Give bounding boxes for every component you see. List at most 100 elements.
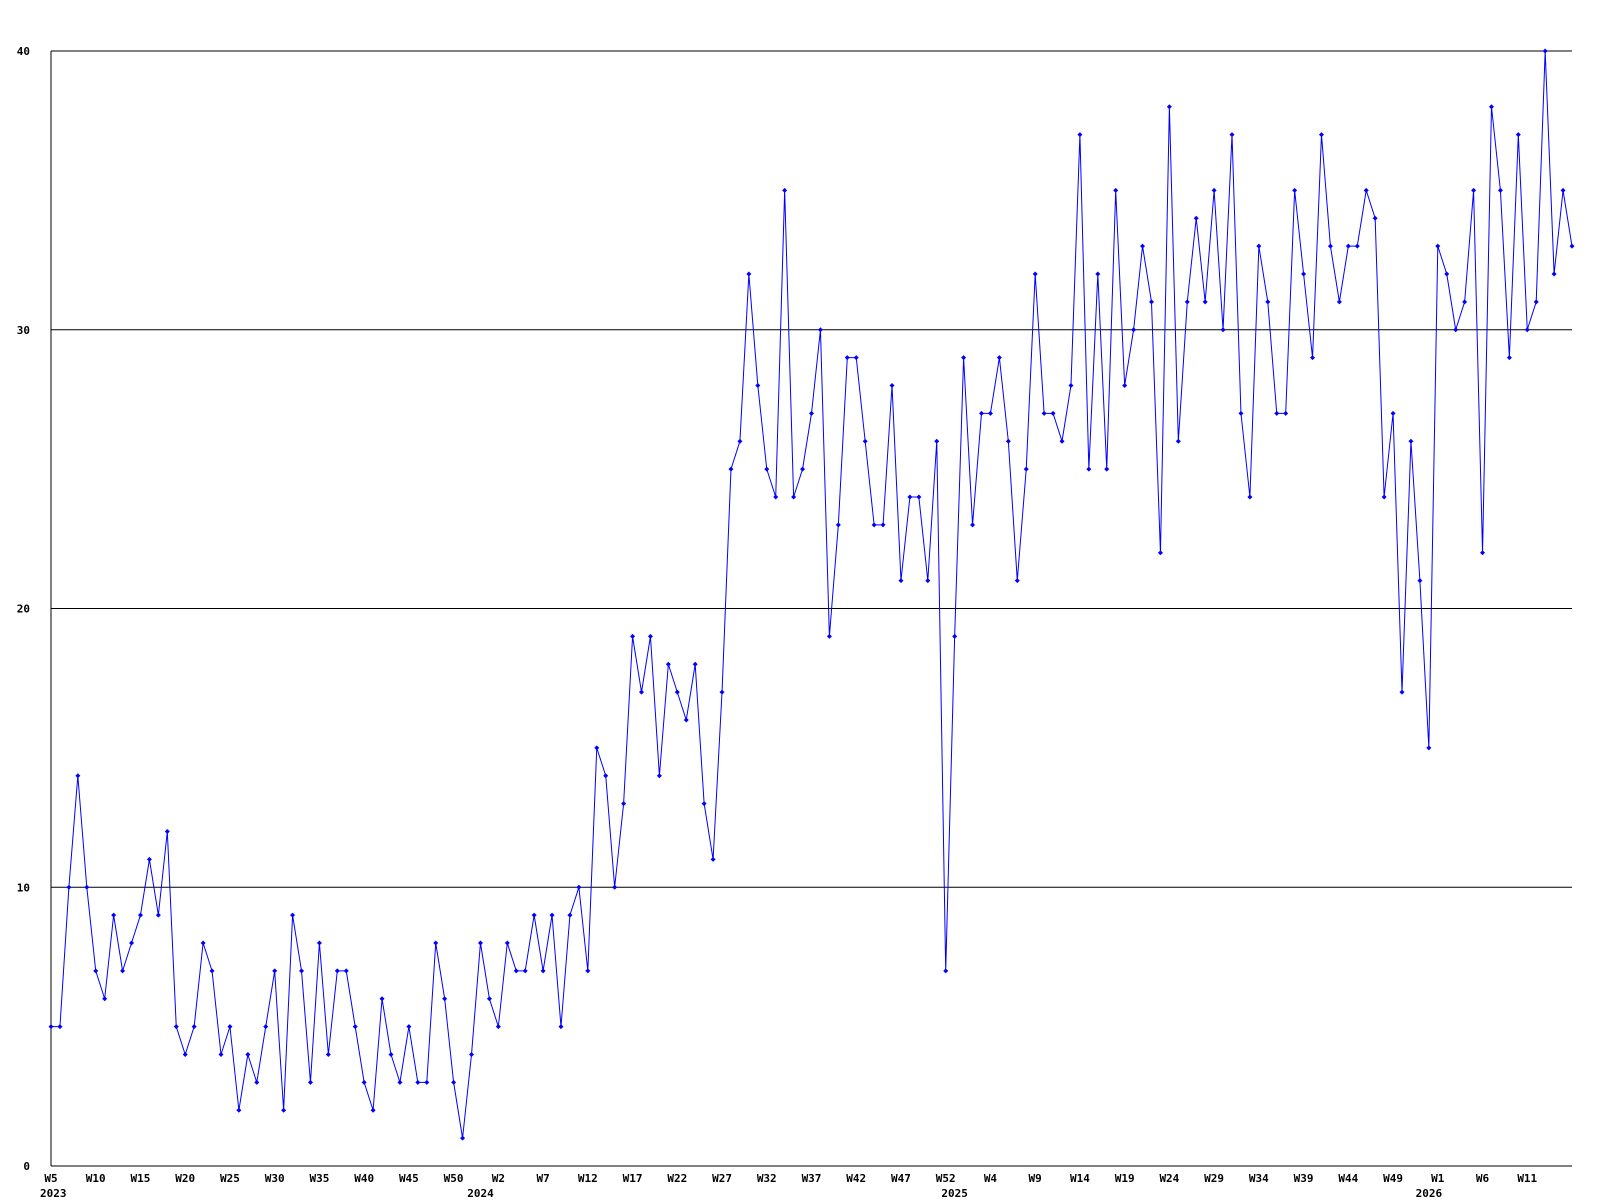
data-point: [522, 968, 528, 974]
data-point: [1283, 410, 1289, 416]
data-point: [952, 633, 958, 639]
data-point: [817, 327, 823, 333]
data-point: [290, 912, 296, 918]
data-point: [987, 410, 993, 416]
data-point: [710, 856, 716, 862]
data-point: [1542, 48, 1548, 54]
data-point: [1345, 243, 1351, 249]
data-point: [1444, 271, 1450, 277]
y-tick-label: 20: [17, 603, 30, 616]
data-point: [1068, 383, 1074, 388]
data-point: [102, 996, 108, 1002]
data-point: [1166, 104, 1172, 110]
y-tick-label: 40: [17, 45, 30, 58]
data-point: [1050, 410, 1056, 416]
data-point: [316, 940, 322, 946]
data-point: [486, 996, 492, 1002]
data-point: [1184, 299, 1190, 305]
data-point: [970, 522, 976, 528]
data-point: [1113, 187, 1119, 193]
data-point: [603, 773, 609, 779]
data-point: [111, 912, 117, 918]
data-point: [209, 968, 215, 974]
data-point: [343, 968, 349, 974]
x-tick-label: W24: [1159, 1172, 1179, 1185]
data-point: [862, 438, 868, 444]
data-point: [1381, 494, 1387, 500]
data-point: [1354, 243, 1360, 249]
data-point: [1059, 438, 1065, 444]
data-point: [245, 1052, 251, 1057]
data-point: [1310, 355, 1316, 361]
x-tick-label: W11: [1517, 1172, 1537, 1185]
data-point: [1220, 327, 1226, 333]
data-point: [594, 745, 600, 751]
x-tick-label: W42: [846, 1172, 866, 1185]
data-point: [334, 968, 340, 974]
data-point: [1399, 689, 1405, 695]
data-point: [460, 1135, 466, 1141]
data-point: [898, 578, 904, 584]
data-point: [746, 271, 752, 277]
data-point: [1506, 355, 1512, 361]
data-point: [137, 912, 143, 918]
data-point: [621, 801, 627, 807]
data-point: [800, 466, 806, 472]
data-point: [540, 968, 546, 974]
data-point: [692, 661, 698, 667]
x-tick-label: W44: [1338, 1172, 1358, 1185]
data-point: [1095, 271, 1101, 277]
data-point: [835, 522, 841, 528]
data-point: [755, 383, 761, 388]
data-point: [916, 494, 922, 500]
data-point: [1390, 410, 1396, 416]
data-point: [75, 773, 81, 779]
data-point: [424, 1079, 430, 1085]
data-point: [1426, 745, 1432, 751]
x-year-label: 2025: [941, 1187, 968, 1200]
data-point: [1292, 187, 1298, 193]
data-point: [728, 466, 734, 472]
x-tick-label: W52: [936, 1172, 956, 1185]
data-point: [504, 940, 510, 946]
data-point: [397, 1079, 403, 1085]
data-point: [1005, 438, 1011, 444]
data-point: [1569, 243, 1575, 249]
data-point: [880, 522, 886, 528]
data-point: [719, 689, 725, 695]
x-tick-label: W22: [667, 1172, 687, 1185]
x-year-label: 2023: [40, 1187, 67, 1200]
data-point: [1488, 104, 1494, 110]
data-point: [1515, 132, 1521, 138]
x-tick-label: W5: [44, 1172, 57, 1185]
x-tick-label: W45: [399, 1172, 419, 1185]
x-tick-label: W30: [265, 1172, 285, 1185]
x-tick-label: W29: [1204, 1172, 1224, 1185]
x-tick-label: W2: [492, 1172, 505, 1185]
data-point: [1318, 132, 1324, 138]
x-tick-label: W35: [309, 1172, 329, 1185]
data-point: [943, 968, 949, 974]
data-point: [182, 1052, 188, 1057]
data-point: [889, 383, 895, 388]
data-point: [639, 689, 645, 695]
data-point: [146, 856, 152, 862]
x-tick-label: W17: [623, 1172, 643, 1185]
data-point: [1336, 299, 1342, 305]
data-point: [191, 1024, 197, 1030]
data-point: [93, 968, 99, 974]
data-point: [1041, 410, 1047, 416]
data-point: [120, 968, 126, 974]
data-point: [737, 438, 743, 444]
data-point: [1032, 271, 1038, 277]
data-point: [236, 1107, 242, 1113]
x-tick-label: W47: [891, 1172, 911, 1185]
data-point: [1524, 327, 1530, 333]
data-point: [451, 1079, 457, 1085]
data-point: [57, 1024, 63, 1030]
data-point: [513, 968, 519, 974]
y-tick-label: 30: [17, 324, 30, 337]
data-point: [307, 1079, 313, 1085]
